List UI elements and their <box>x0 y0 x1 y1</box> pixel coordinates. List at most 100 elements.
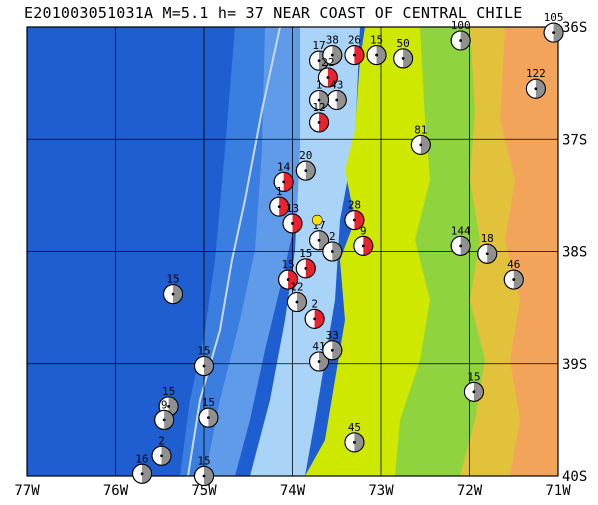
beachball[interactable]: 1 <box>269 185 290 217</box>
beachball[interactable]: 13 <box>282 202 303 234</box>
beachball-rim <box>309 112 330 133</box>
beachball-rim <box>286 292 307 313</box>
depth-label: 26 <box>348 34 361 47</box>
beachball[interactable]: 15 <box>163 273 184 305</box>
compression-quadrant <box>403 48 413 68</box>
beachball-center <box>512 278 516 281</box>
beachball-rim <box>154 409 175 430</box>
depth-label: 100 <box>451 19 471 32</box>
beachball[interactable]: 18 <box>477 232 498 264</box>
lat-tick-label: 38S <box>562 245 587 261</box>
epicenter-marker <box>311 214 323 226</box>
compression-quadrant <box>332 242 342 261</box>
beachball[interactable]: 38 <box>322 34 343 66</box>
beachball-center <box>304 266 308 270</box>
beachball[interactable]: 2 <box>151 434 172 466</box>
beachball[interactable]: 9 <box>353 224 374 256</box>
beachball[interactable]: 122 <box>525 67 546 99</box>
depth-label: 13 <box>286 202 299 215</box>
beachball-center <box>317 238 321 242</box>
compression-quadrant <box>168 396 179 416</box>
beachball-rim <box>132 463 153 484</box>
compression-quadrant <box>283 172 294 192</box>
compression-quadrant <box>164 410 174 430</box>
beachball[interactable]: 15 <box>278 258 299 290</box>
beachball[interactable]: 20 <box>295 149 316 181</box>
beachball-rim <box>194 355 214 376</box>
compression-quadrant <box>460 236 471 256</box>
beachball[interactable]: 15 <box>295 247 316 279</box>
compression-quadrant <box>460 30 471 50</box>
beachball[interactable]: 2 <box>322 230 343 262</box>
beachball-rim <box>322 45 343 66</box>
compression-quadrant <box>173 284 183 304</box>
beachball[interactable]: 50 <box>393 37 414 69</box>
depth-label: 9 <box>360 224 367 237</box>
beachball[interactable]: 15 <box>366 34 387 66</box>
beachball[interactable]: 144 <box>450 224 471 256</box>
compression-quadrant <box>332 45 342 65</box>
beachball-center <box>534 87 538 91</box>
depth-label: 15 <box>197 344 210 357</box>
beachball-center <box>207 416 210 420</box>
beachball[interactable]: 33 <box>322 329 343 361</box>
depth-label: 14 <box>277 160 291 173</box>
depth-label: 1 <box>276 185 283 198</box>
beachball-center <box>459 244 463 248</box>
beachball-rim <box>198 407 219 428</box>
beachball[interactable]: 14 <box>273 160 294 192</box>
beachball[interactable]: 2 <box>304 297 325 329</box>
lon-tick-label: 77W <box>14 483 40 499</box>
beachball-rim <box>366 45 387 66</box>
beachball-center <box>277 205 281 209</box>
beachball-center <box>313 317 317 321</box>
depth-label: 33 <box>326 329 339 342</box>
beachball-center <box>286 278 290 281</box>
depth-label: 2 <box>158 434 165 447</box>
beachball[interactable]: 15 <box>463 370 484 402</box>
compression-quadrant <box>354 45 364 65</box>
compression-quadrant <box>319 112 329 132</box>
beachball[interactable]: 16 <box>132 452 153 484</box>
beachball[interactable]: 26 <box>344 34 365 66</box>
map-frame <box>26 26 559 477</box>
compression-quadrant <box>363 236 373 256</box>
beachball[interactable]: 22 <box>317 56 338 88</box>
beachball[interactable]: 9 <box>154 398 175 430</box>
beachball[interactable]: 12 <box>286 281 307 313</box>
beachball[interactable]: 28 <box>344 199 365 231</box>
depth-label: 46 <box>507 258 520 271</box>
beachball[interactable]: 100 <box>450 19 471 51</box>
beachball-center <box>295 300 299 304</box>
beachball[interactable]: 45 <box>344 421 365 453</box>
map-title: E201003051031A M=5.1 h= 37 NEAR COAST OF… <box>24 4 523 22</box>
beachball[interactable]: 81 <box>410 123 431 155</box>
beachball[interactable]: 15 <box>194 455 214 486</box>
beachball-rim <box>304 308 325 329</box>
beachball-center <box>353 440 356 444</box>
beachball-rim <box>151 445 172 466</box>
compression-quadrant <box>314 309 325 329</box>
beachball[interactable]: 1 <box>309 78 330 110</box>
beachball-center <box>326 76 330 79</box>
depth-label: 81 <box>414 123 427 136</box>
beachball-rim <box>344 432 365 453</box>
beachball-rim <box>309 230 330 251</box>
beachball[interactable]: 46 <box>503 258 524 290</box>
lon-tick-label: 73W <box>368 483 394 499</box>
beachball[interactable]: 15 <box>194 344 214 376</box>
beachball[interactable]: 105 <box>543 11 564 43</box>
compression-quadrant <box>473 382 484 402</box>
beachball-rim <box>503 269 524 290</box>
beachball[interactable]: 12 <box>309 101 330 133</box>
beachball-center <box>375 53 378 57</box>
depth-label: 18 <box>481 232 494 245</box>
beachball-rim <box>477 243 498 264</box>
compression-quadrant <box>420 135 431 155</box>
beachball-center <box>552 31 555 35</box>
beachball-rim <box>273 171 294 192</box>
compression-quadrant <box>208 408 218 428</box>
depth-label: 20 <box>299 149 312 162</box>
beachball[interactable]: 15 <box>198 396 219 428</box>
beachball-center <box>472 390 476 394</box>
